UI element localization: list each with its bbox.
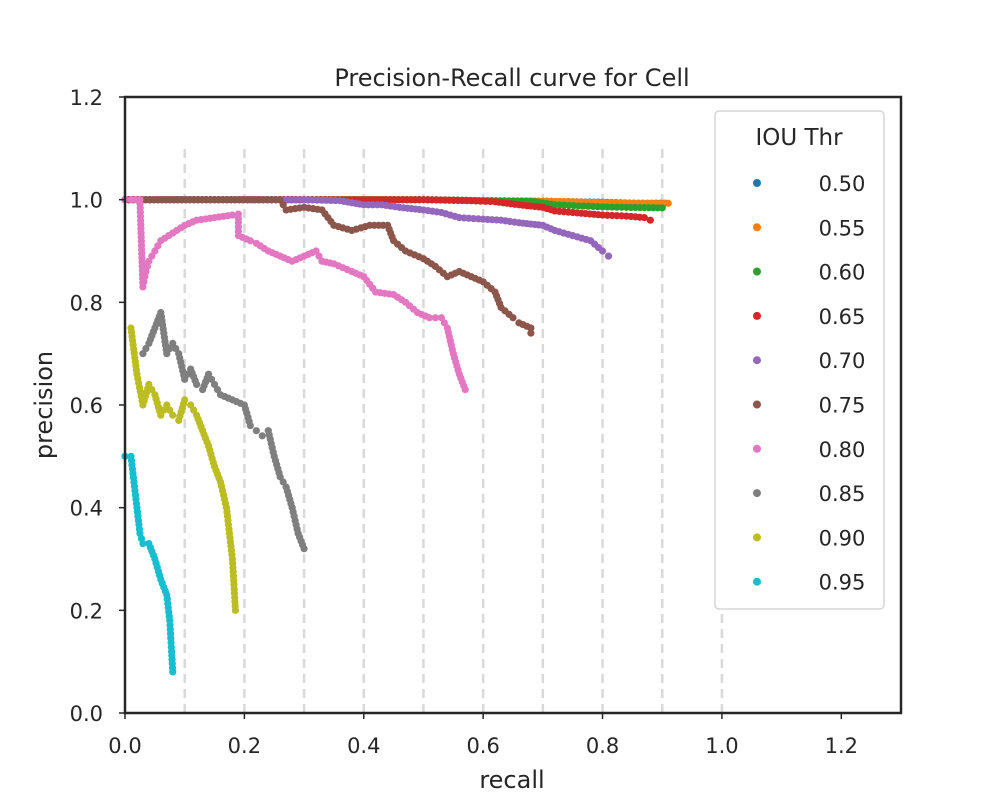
legend-marker-0.60 <box>753 267 761 276</box>
legend-marker-0.95 <box>753 577 761 586</box>
x-tick-label: 1.2 <box>825 734 858 758</box>
x-tick-label: 0.0 <box>108 734 141 758</box>
x-tick-label: 0.6 <box>466 734 499 758</box>
data-point <box>658 204 666 212</box>
chart-title: Precision-Recall curve for Cell <box>334 64 689 92</box>
data-point <box>646 216 654 224</box>
data-point <box>461 386 469 394</box>
grid-layer <box>183 148 724 713</box>
data-point <box>252 427 260 435</box>
series-0.75 <box>121 196 535 337</box>
data-point <box>604 252 613 260</box>
legend-label-0.60: 0.60 <box>819 261 866 285</box>
legend-label-0.50: 0.50 <box>819 172 866 196</box>
data-point <box>246 237 254 245</box>
y-tick-label: 0.6 <box>70 394 103 418</box>
data-point <box>169 668 177 676</box>
data-point <box>193 380 201 389</box>
legend-label-0.75: 0.75 <box>819 394 866 418</box>
legend-marker-0.50 <box>753 179 761 187</box>
legend-marker-0.55 <box>753 223 761 232</box>
y-axis-label: precision <box>30 351 58 459</box>
x-tick-label: 0.4 <box>347 734 380 758</box>
series-0.95 <box>121 452 177 676</box>
x-axis-label: recall <box>479 766 544 794</box>
data-point <box>139 540 147 548</box>
data-point <box>640 214 648 222</box>
data-point <box>664 199 672 207</box>
x-tick-label: 1.0 <box>705 734 738 758</box>
y-tick-label: 0.2 <box>70 599 103 623</box>
data-point <box>258 432 266 440</box>
data-point-fill <box>431 314 439 322</box>
legend-label-0.80: 0.80 <box>819 438 866 462</box>
series-0.85 <box>139 309 308 553</box>
y-tick-label: 1.2 <box>70 86 103 110</box>
legend-label-0.85: 0.85 <box>819 482 866 506</box>
points-layer <box>121 196 672 676</box>
series-0.90 <box>127 324 240 614</box>
legend-marker-0.65 <box>753 311 761 320</box>
data-point <box>509 314 517 322</box>
legend-marker-0.80 <box>753 444 761 453</box>
legend-marker-0.70 <box>753 356 761 365</box>
data-point <box>527 329 535 337</box>
series-0.80 <box>121 196 469 394</box>
legend-label-0.70: 0.70 <box>819 349 866 373</box>
legend-marker-0.75 <box>753 400 761 409</box>
legend-label-0.55: 0.55 <box>819 216 866 240</box>
legend-marker-0.90 <box>753 533 761 542</box>
data-point <box>300 545 308 553</box>
y-tick-label: 0.8 <box>70 291 103 315</box>
x-tick-label: 0.8 <box>586 734 619 758</box>
data-point <box>231 606 240 614</box>
data-point <box>527 324 535 332</box>
y-tick-label: 0.0 <box>70 702 103 726</box>
data-point <box>425 314 434 322</box>
y-ticks: 0.0 0.2 0.4 0.6 0.8 1.0 1.2 <box>70 86 125 726</box>
data-point <box>246 421 254 430</box>
x-tick-label: 0.2 <box>228 734 261 758</box>
legend-title: IOU Thr <box>755 125 843 151</box>
data-point <box>228 211 237 219</box>
y-tick-label: 1.0 <box>70 189 103 213</box>
data-point <box>598 247 607 255</box>
legend-label-0.65: 0.65 <box>819 305 866 329</box>
legend-label-0.95: 0.95 <box>819 571 866 595</box>
x-ticks: 0.0 0.2 0.4 0.6 0.8 1.0 1.2 <box>108 713 858 758</box>
data-point <box>169 411 177 419</box>
y-tick-label: 0.4 <box>70 497 103 521</box>
legend-marker-0.85 <box>753 489 761 498</box>
legend-box <box>714 110 885 610</box>
data-point <box>181 396 189 404</box>
legend: IOU Thr 0.50 0.55 0.60 0.65 0.70 0.75 0.80 0.85… <box>714 110 885 610</box>
legend-label-0.90: 0.90 <box>819 526 866 550</box>
